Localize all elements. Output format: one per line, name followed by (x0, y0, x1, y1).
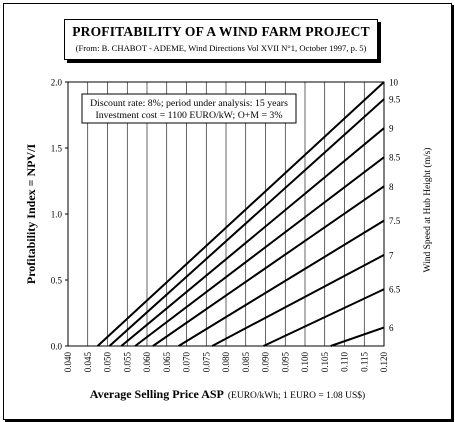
series-line-8-5 (134, 156, 385, 347)
series-line-7-5 (178, 219, 385, 347)
y-tick-label: 0.5 (51, 276, 63, 286)
x-tick-label: 0.065 (162, 352, 172, 373)
series-line-6-5 (263, 288, 385, 347)
series-label-6: 6 (389, 323, 394, 333)
series-label-10: 10 (389, 78, 399, 88)
x-axis-label-main: Average Selling Price ASP (89, 387, 224, 401)
x-tick-label: 0.070 (182, 352, 192, 373)
title-box: PROFITABILITY OF A WIND FARM PROJECT (Fr… (64, 19, 378, 60)
x-tick-label: 0.095 (280, 352, 290, 373)
y-tick-label: 1.5 (51, 144, 63, 154)
y2-axis-label: Wind Speed at Hub Height (m/s) (422, 148, 433, 273)
series-line-6 (330, 326, 385, 347)
series-label-6-5: 6.5 (389, 285, 401, 295)
x-tick-label: 0.105 (320, 352, 330, 373)
y-tick-labels: 0.0 0.5 1.0 1.5 2.0 (51, 78, 68, 352)
chart-frame (3, 3, 452, 420)
x-tick-label: 0.075 (201, 352, 211, 373)
x-tick-label: 0.050 (103, 352, 113, 373)
series-line-9 (120, 127, 385, 347)
x-tick-label: 0.100 (300, 352, 310, 373)
annotation-line-2: Investment cost = 1100 EURO/kW; O+M = 3% (95, 110, 282, 121)
series-label-7: 7 (389, 250, 394, 260)
x-tick-label: 0.110 (340, 352, 350, 372)
x-tick-label: 0.055 (122, 352, 132, 373)
x-tick-label: 0.085 (241, 352, 251, 373)
x-tick-label: 0.060 (142, 352, 152, 373)
x-axis-label: Average Selling Price ASP (EURO/kWh; 1 E… (0, 385, 455, 403)
x-axis-label-unit: (EURO/kWh; 1 EURO = 1.08 US$) (227, 391, 366, 401)
series-line-10 (96, 81, 385, 347)
annotation-box (81, 93, 297, 124)
x-tick-labels: 0.040 0.045 0.050 0.055 0.060 0.065 0.070 0.075… (63, 352, 389, 373)
series-label-9: 9 (389, 124, 394, 134)
x-tick-label: 0.120 (379, 352, 389, 373)
chart-subtitle: (From: B. CHABOT - ADEME, Wind Direction… (75, 43, 367, 53)
annotation-line-1: Discount rate: 8%; period under analysis… (90, 98, 288, 109)
series-line-8 (152, 185, 385, 347)
y-tick-label: 2.0 (51, 78, 63, 88)
chart-title: PROFITABILITY OF A WIND FARM PROJECT (72, 24, 370, 39)
x-tick-label: 0.090 (261, 352, 271, 373)
grid-lines (87, 82, 365, 346)
series-label-9-5: 9.5 (389, 95, 401, 105)
series-lines (96, 81, 385, 347)
series-labels: 10 9.5 9 8.5 8 7.5 7 6.5 6 (389, 78, 401, 334)
x-tick-label: 0.080 (221, 352, 231, 373)
series-line-9-5 (108, 98, 385, 347)
series-label-8-5: 8.5 (389, 153, 401, 163)
series-line-7 (211, 254, 385, 347)
y-tick-label: 1.0 (51, 210, 63, 220)
x-tick-label: 0.045 (83, 352, 93, 373)
series-label-8: 8 (389, 182, 394, 192)
x-tick-label: 0.115 (359, 352, 369, 372)
y-axis-label: Profitability Index = NPV/I (24, 144, 38, 285)
series-label-7-5: 7.5 (389, 216, 401, 226)
x-tick-label: 0.040 (63, 352, 73, 373)
y-tick-label: 0.0 (51, 342, 63, 352)
